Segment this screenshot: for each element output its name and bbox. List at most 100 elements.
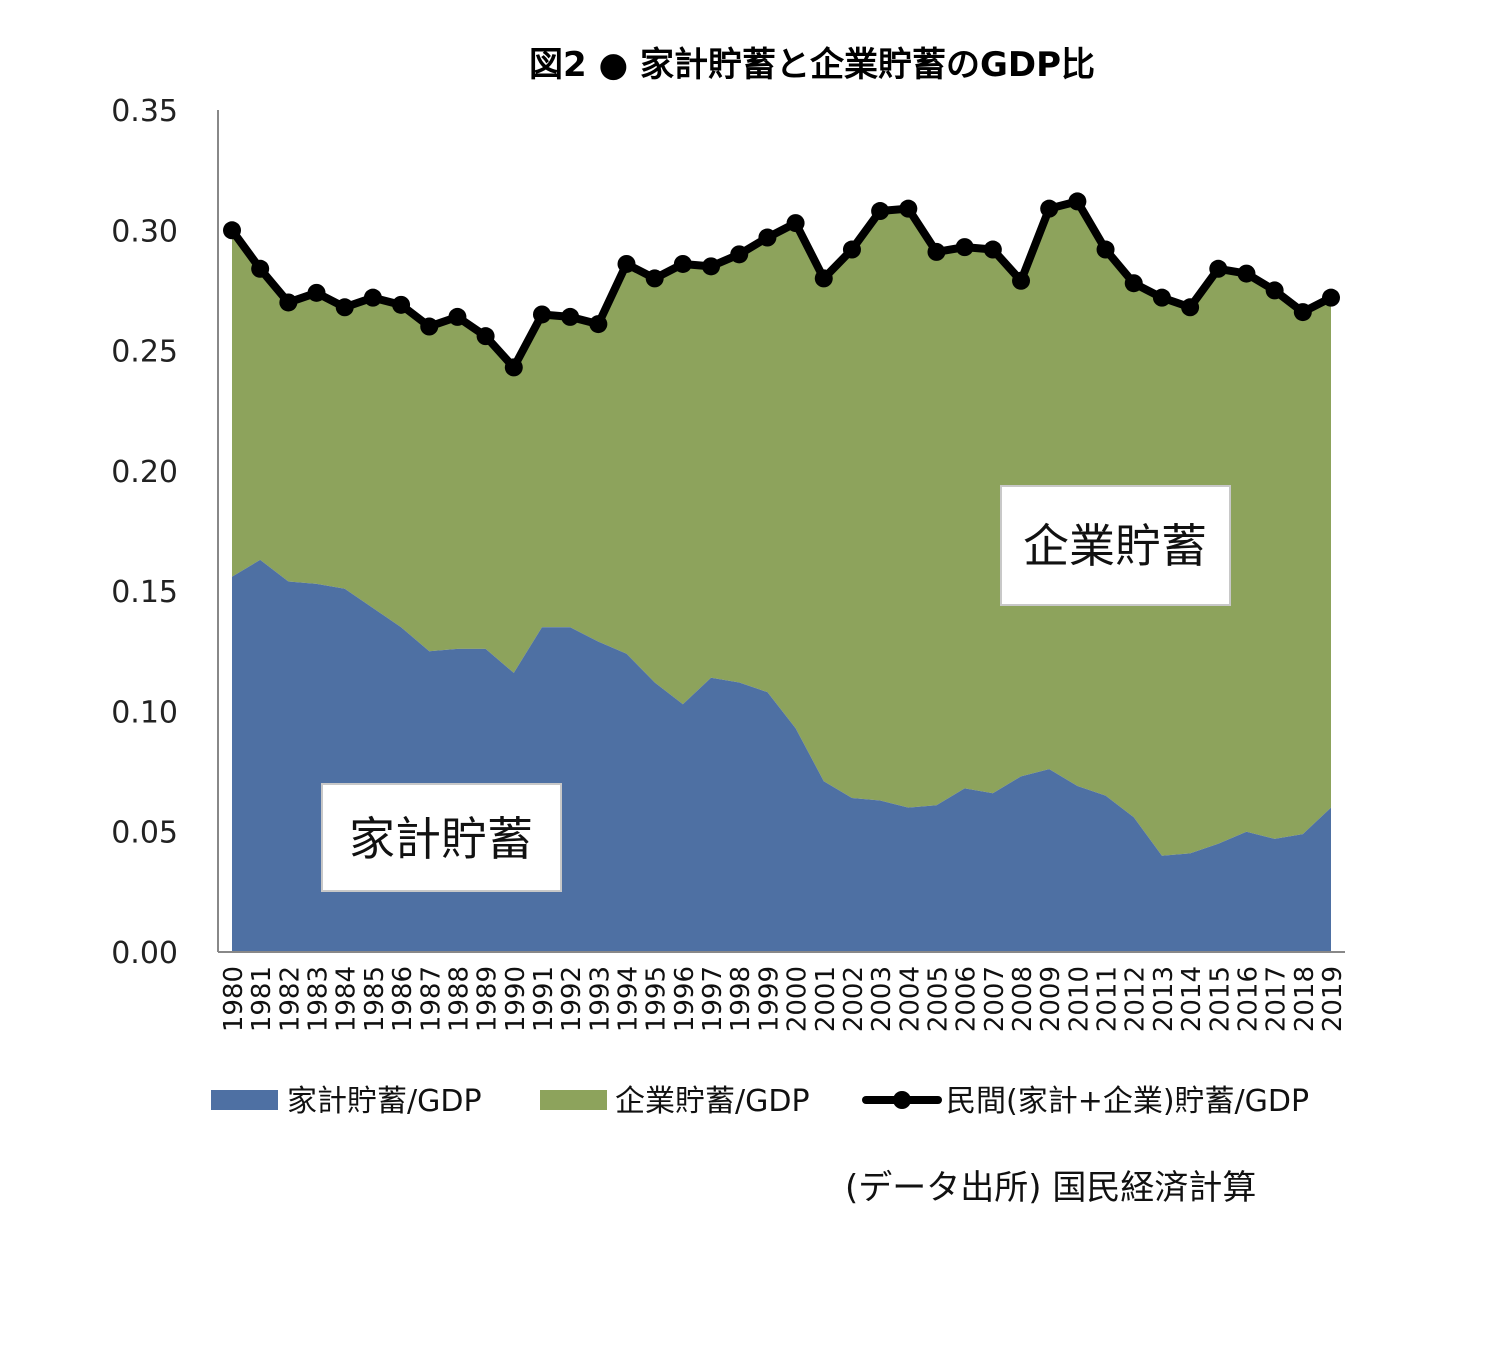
point-private-savings-2019	[1322, 288, 1340, 307]
legend-swatch-household	[211, 1090, 278, 1110]
x-tick-label: 1991	[529, 966, 559, 1032]
point-private-savings-2010	[1068, 192, 1087, 211]
point-private-savings-2015	[1209, 259, 1228, 278]
x-tick-label: 1981	[247, 966, 277, 1032]
point-private-savings-2007	[983, 240, 1002, 259]
point-private-savings-1980	[223, 221, 241, 240]
x-tick-label: 1996	[670, 966, 700, 1032]
point-private-savings-2011	[1096, 240, 1115, 259]
point-private-savings-1995	[645, 269, 664, 288]
y-tick-label: 0.25	[111, 335, 178, 370]
point-private-savings-1990	[504, 358, 523, 377]
point-private-savings-1983	[307, 283, 326, 302]
legend-label-private: 民間(家計+企業)貯蓄/GDP	[946, 1084, 1309, 1119]
x-tick-label: 1990	[501, 966, 531, 1032]
data-source-note: (データ出所) 国民経済計算	[845, 1168, 1257, 1208]
axes	[217, 110, 1345, 953]
x-tick-label: 2007	[980, 966, 1010, 1032]
legend-label-household: 家計貯蓄/GDP	[287, 1084, 482, 1119]
x-tick-label: 2017	[1262, 966, 1292, 1032]
x-tick-label: 1998	[726, 966, 756, 1032]
point-private-savings-2005	[927, 242, 946, 261]
annotation-corporate-savings-text: 企業貯蓄	[1023, 519, 1207, 573]
x-tick-label: 1989	[473, 966, 503, 1032]
x-tick-label: 2016	[1233, 966, 1263, 1032]
point-private-savings-2012	[1124, 274, 1143, 293]
point-private-savings-2006	[955, 238, 974, 257]
x-tick-label: 2010	[1064, 966, 1094, 1032]
x-tick-label: 1993	[585, 966, 615, 1032]
x-tick-label: 1987	[416, 966, 446, 1032]
point-private-savings-2002	[842, 240, 861, 259]
plot-line	[223, 192, 1340, 377]
point-private-savings-2013	[1152, 288, 1171, 307]
x-tick-label: 2004	[895, 966, 925, 1032]
y-tick-label: 0.35	[111, 94, 178, 129]
x-tick-label: 2006	[952, 966, 982, 1032]
legend: 家計貯蓄/GDP 企業貯蓄/GDP 民間(家計+企業)貯蓄/GDP	[211, 1084, 1309, 1119]
x-tick-label: 2003	[867, 966, 897, 1032]
y-tick-label: 0.05	[111, 816, 178, 851]
y-tick-label: 0.00	[111, 936, 178, 971]
point-private-savings-1997	[702, 257, 721, 276]
x-tick-label: 1992	[557, 966, 587, 1032]
point-private-savings-2008	[1012, 271, 1031, 290]
chart-title: 図2 ● 家計貯蓄と企業貯蓄のGDP比	[529, 45, 1095, 85]
point-private-savings-2000	[786, 214, 805, 233]
legend-item-corporate: 企業貯蓄/GDP	[540, 1084, 810, 1119]
legend-item-private: 民間(家計+企業)貯蓄/GDP	[862, 1084, 1309, 1119]
point-private-savings-1991	[532, 305, 551, 324]
x-tick-label: 2019	[1318, 966, 1348, 1032]
x-tick-label: 2009	[1036, 966, 1066, 1032]
point-private-savings-1984	[335, 298, 354, 317]
point-private-savings-2014	[1181, 298, 1200, 317]
x-tick-label: 1999	[754, 966, 784, 1032]
x-tick-label: 2011	[1093, 966, 1123, 1032]
x-tick-label: 1983	[304, 966, 334, 1032]
annotation-household-savings-text: 家計貯蓄	[349, 812, 533, 866]
legend-marker-private	[893, 1091, 911, 1109]
point-private-savings-1986	[392, 295, 411, 314]
line-private-savings	[228, 197, 1333, 372]
point-private-savings-1993	[589, 315, 608, 334]
x-tick-label: 2014	[1177, 966, 1207, 1032]
point-private-savings-1982	[279, 293, 298, 312]
point-private-savings-1985	[363, 288, 382, 307]
x-tick-label: 2015	[1205, 966, 1235, 1032]
point-private-savings-2004	[899, 199, 918, 218]
legend-label-corporate: 企業貯蓄/GDP	[615, 1084, 810, 1119]
point-private-savings-2001	[814, 269, 833, 288]
y-tick-label: 0.10	[111, 695, 178, 730]
point-private-savings-1998	[730, 245, 749, 264]
point-private-savings-1989	[476, 327, 495, 346]
x-tick-label: 2005	[923, 966, 953, 1032]
annotation-corporate-savings: 企業貯蓄	[1000, 485, 1231, 606]
x-ticks: 1980198119821983198419851986198719881989…	[219, 966, 1348, 1032]
point-private-savings-1988	[448, 307, 467, 326]
point-private-savings-1987	[420, 317, 439, 336]
x-tick-label: 2002	[839, 966, 869, 1032]
x-tick-label: 1997	[698, 966, 728, 1032]
point-private-savings-2003	[871, 202, 890, 221]
x-tick-label: 1986	[388, 966, 418, 1032]
point-private-savings-1996	[673, 254, 692, 273]
x-tick-label: 2013	[1149, 966, 1179, 1032]
x-tick-label: 2008	[1008, 966, 1038, 1032]
x-tick-label: 1982	[275, 966, 305, 1032]
point-private-savings-2009	[1040, 199, 1059, 218]
point-private-savings-2017	[1265, 281, 1284, 300]
point-private-savings-2018	[1293, 303, 1312, 322]
x-tick-label: 2000	[783, 966, 813, 1032]
x-tick-label: 1988	[444, 966, 474, 1032]
y-tick-label: 0.15	[111, 575, 178, 610]
x-tick-label: 1985	[360, 966, 390, 1032]
x-tick-label: 1994	[614, 966, 644, 1032]
y-tick-label: 0.30	[111, 214, 178, 249]
y-ticks: 0.00 0.05 0.10 0.15 0.20 0.25 0.30 0.35	[111, 94, 178, 971]
legend-swatch-corporate	[540, 1090, 607, 1110]
point-private-savings-1994	[617, 254, 636, 273]
x-tick-label: 2012	[1121, 966, 1151, 1032]
point-private-savings-1999	[758, 228, 777, 247]
x-tick-label: 1980	[219, 966, 249, 1032]
